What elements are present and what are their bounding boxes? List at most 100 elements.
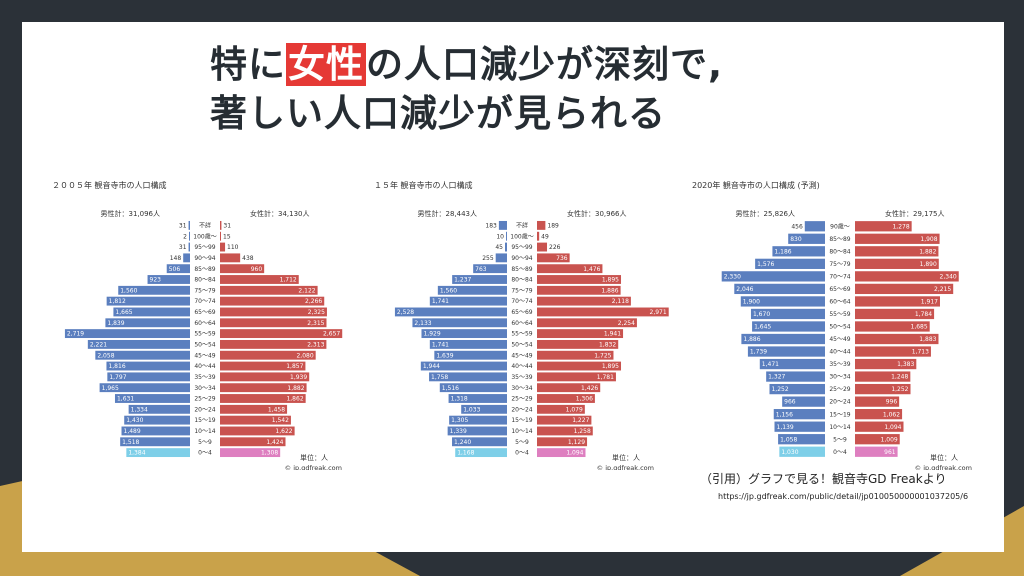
male-bar (87, 339, 190, 349)
age-group-label: 55～59 (511, 331, 532, 338)
age-group-label: 50～54 (511, 342, 532, 349)
age-group-label: 50～54 (194, 342, 215, 349)
male-value-label: 966 (784, 399, 796, 406)
female-total-label: 女性計：34,130人 (250, 209, 310, 218)
female-bar (855, 383, 911, 395)
age-group-label: 10～14 (511, 428, 532, 435)
age-group-label: 70～74 (194, 298, 215, 305)
female-value-label: 736 (556, 255, 568, 262)
chart-title: 2020年 観音寺市の人口構成 (予測) (692, 180, 820, 190)
age-group-label: 60～64 (511, 320, 532, 327)
age-group-label: 25～29 (829, 386, 850, 393)
source-url: https://jp.gdfreak.com/public/detail/jp0… (718, 492, 969, 501)
male-bar (755, 258, 825, 269)
male-bar (439, 383, 507, 393)
age-group-label: 80～84 (194, 277, 215, 284)
female-bar (537, 264, 603, 274)
age-group-label: 90～94 (194, 255, 215, 262)
female-bar (220, 350, 316, 360)
male-bar (429, 372, 507, 382)
age-group-label: 65～69 (194, 309, 215, 316)
female-value-label: 1,094 (566, 450, 583, 457)
female-value-label: 2,971 (650, 309, 667, 316)
female-bar (855, 396, 900, 407)
male-value-label: 1,186 (774, 248, 791, 255)
female-value-label: 2,080 (296, 352, 313, 359)
male-bar (788, 233, 825, 244)
male-total-label: 男性計：28,443人 (418, 209, 478, 218)
female-value-label: 1,094 (884, 424, 901, 431)
female-total-label: 女性計：30,966人 (567, 209, 627, 218)
male-bar (752, 321, 825, 332)
female-value-label: 1,784 (915, 311, 932, 318)
male-value-label: 1,318 (451, 396, 468, 403)
female-bar (855, 233, 940, 244)
male-value-label: 456 (791, 223, 803, 230)
male-bar (449, 415, 507, 425)
male-value-label: 255 (482, 255, 494, 262)
age-group-label: 45～49 (194, 352, 215, 359)
female-value-label: 15 (223, 233, 231, 240)
male-bar (188, 220, 190, 230)
male-bar (106, 361, 190, 371)
female-value-label: 1,917 (921, 299, 938, 306)
male-value-label: 1,560 (120, 287, 137, 294)
male-value-label: 506 (169, 266, 181, 273)
female-bar (855, 258, 939, 269)
female-bar (537, 437, 588, 447)
age-group-label: 0～4 (515, 450, 529, 457)
female-bar (537, 372, 616, 382)
male-value-label: 1,741 (432, 298, 449, 305)
male-value-label: 1,384 (128, 450, 145, 457)
male-bar (721, 271, 825, 282)
male-value-label: 1,489 (124, 428, 141, 435)
female-bar (537, 253, 570, 263)
female-value-label: 961 (884, 449, 896, 456)
female-bar (537, 275, 622, 284)
female-value-label: 1,685 (911, 324, 928, 331)
male-value-label: 923 (150, 277, 162, 284)
male-value-label: 31 (179, 223, 187, 230)
female-bar (855, 321, 930, 332)
male-bar (506, 231, 507, 241)
female-bar (855, 296, 940, 307)
male-bar (64, 329, 190, 339)
male-value-label: 1,518 (122, 439, 139, 446)
male-bar (437, 285, 507, 295)
male-value-label: 2,133 (414, 320, 431, 327)
male-bar (455, 448, 507, 458)
pyramid-2005: ２００５年 観音寺市の人口構成 男性計：31,096人 女性計：34,130人 31 3… (50, 160, 360, 470)
female-value-label: 2,254 (618, 320, 635, 327)
female-bar (220, 394, 306, 403)
age-group-label: 85～89 (194, 266, 215, 273)
age-group-label: 45～49 (829, 336, 850, 343)
female-value-label: 1,306 (576, 396, 593, 403)
male-value-label: 2,221 (90, 342, 107, 349)
female-value-label: 49 (541, 233, 549, 240)
female-bar (855, 358, 917, 370)
male-value-label: 1,430 (126, 417, 143, 424)
female-value-label: 1,781 (597, 374, 614, 381)
female-bar (220, 275, 299, 284)
male-value-label: 183 (485, 223, 497, 230)
pyramid-2020: 2020年 観音寺市の人口構成 (予測) 男性計：25,826人 女性計：29,17… (690, 160, 990, 470)
age-group-label: 10～14 (194, 428, 215, 435)
female-bar (220, 383, 307, 393)
age-group-label: 75～79 (194, 287, 215, 294)
age-group-label: 30～34 (829, 374, 850, 381)
female-bar (855, 421, 904, 432)
age-group-label: 100歳～ (193, 232, 216, 240)
female-bar (220, 415, 291, 425)
female-bar (855, 371, 911, 382)
female-bar (537, 350, 614, 360)
female-value-label: 2,118 (612, 298, 629, 305)
male-bar (128, 404, 190, 414)
female-bar (220, 285, 318, 295)
age-group-label: 5～9 (198, 439, 212, 446)
female-value-label: 2,313 (307, 342, 324, 349)
male-bar (473, 264, 507, 274)
title-line-1: 特に女性の人口減少が深刻で, (210, 43, 724, 86)
female-value-label: 1,426 (581, 385, 598, 392)
male-value-label: 1,670 (753, 311, 770, 318)
